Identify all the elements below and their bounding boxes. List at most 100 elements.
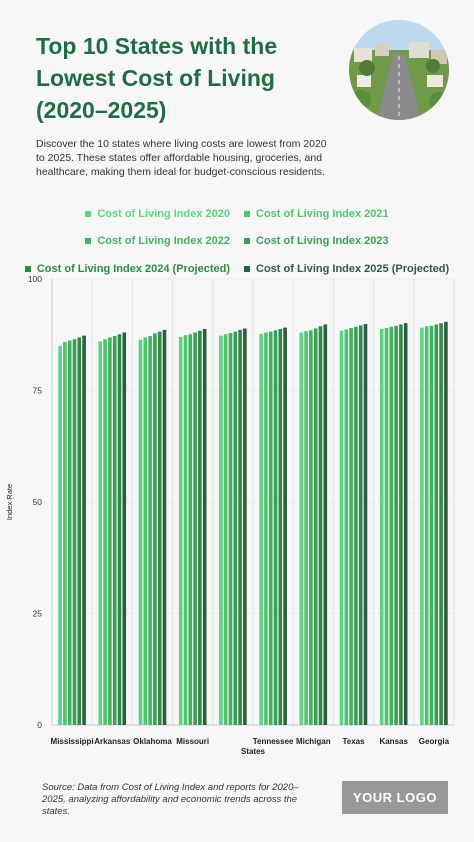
x-tick-label: Texas xyxy=(342,737,365,746)
axis-labels: 0 25 50 75 100 Mississippi Arkansas Oklahoma Mis… xyxy=(5,274,450,756)
bar-arkansas-0 xyxy=(98,341,103,725)
legend-row-1: Cost of Living Index 2020 Cost of Living… xyxy=(0,208,474,220)
bar-texas-4 xyxy=(358,325,363,725)
bar-arkansas-3 xyxy=(112,336,117,725)
y-tick-label: 0 xyxy=(37,720,42,730)
bar-kansas-4 xyxy=(399,324,403,725)
bar-tennessee-3 xyxy=(273,330,278,725)
x-tick-label: Michigan xyxy=(296,737,331,746)
bar-alabama-2 xyxy=(228,332,233,725)
bar-georgia-2 xyxy=(429,325,434,725)
bar-oklahoma-0 xyxy=(138,339,143,725)
legend-row-3: Cost of Living Index 2024 (Projected) Co… xyxy=(0,263,474,275)
legend-swatch-2025 xyxy=(244,266,250,272)
legend-row-2: Cost of Living Index 2022 Cost of Living… xyxy=(0,235,474,247)
bar-mississippi-2 xyxy=(67,340,72,725)
y-tick-label: 75 xyxy=(33,386,43,396)
bar-tennessee-2 xyxy=(268,331,273,725)
x-tick-label: Georgia xyxy=(419,737,450,746)
bar-missouri-2 xyxy=(188,334,193,725)
legend-label-2023: Cost of Living Index 2023 xyxy=(256,235,389,247)
legend-swatch-2022 xyxy=(85,238,92,244)
legend-swatch-2024 xyxy=(24,266,31,272)
bar-michigan-3 xyxy=(313,328,318,725)
bar-alabama-1 xyxy=(223,334,228,725)
y-tick-label: 25 xyxy=(33,609,43,619)
legend-swatch-2021 xyxy=(244,211,250,217)
bar-georgia-5 xyxy=(444,321,448,725)
bar-texas-1 xyxy=(344,329,349,725)
description: Discover the 10 states where living cost… xyxy=(36,138,327,178)
bar-michigan-5 xyxy=(323,324,328,725)
bar-oklahoma-4 xyxy=(157,331,162,725)
bar-georgia-4 xyxy=(439,323,443,725)
legend-label-2020: Cost of Living Index 2020 xyxy=(97,208,230,220)
bar-tennessee-0 xyxy=(259,333,263,725)
bar-arkansas-2 xyxy=(108,337,112,725)
bar-georgia-1 xyxy=(424,326,429,725)
bar-oklahoma-1 xyxy=(143,337,148,725)
bar-alabama-0 xyxy=(219,335,223,725)
bar-alabama-4 xyxy=(238,329,242,725)
bar-alabama-5 xyxy=(243,328,247,725)
x-tick-label: Mississippi xyxy=(51,737,94,746)
bar-tennessee-1 xyxy=(264,332,268,725)
x-tick-label: Kansas xyxy=(379,737,408,746)
legend-swatch-2023 xyxy=(244,238,250,244)
legend-swatch-2020 xyxy=(85,211,92,217)
bar-kansas-0 xyxy=(379,328,384,725)
x-tick-label: Missouri xyxy=(176,737,209,746)
legend-label-2024: Cost of Living Index 2024 (Projected) xyxy=(36,263,230,275)
bar-texas-2 xyxy=(349,328,353,725)
logo-button[interactable]: YOUR LOGO xyxy=(342,781,448,814)
legend-label-2025: Cost of Living Index 2025 (Projected) xyxy=(256,263,450,275)
legend-label-2022: Cost of Living Index 2022 xyxy=(97,235,230,247)
bar-arkansas-1 xyxy=(103,339,107,725)
y-axis-title: Index Rate xyxy=(5,484,14,520)
bar-oklahoma-5 xyxy=(162,329,167,725)
x-tick-label: Arkansas xyxy=(94,737,131,746)
bar-texas-3 xyxy=(354,326,358,725)
x-tick-label: Oklahoma xyxy=(133,737,172,746)
bar-michigan-4 xyxy=(318,326,323,725)
source-note: Source: Data from Cost of Living Index a… xyxy=(42,782,299,817)
x-axis-title: States xyxy=(241,747,266,756)
street-photo xyxy=(349,20,449,120)
legend-item-2022: Cost of Living Index 2022 xyxy=(85,235,230,247)
bar-texas-0 xyxy=(339,330,344,725)
bar-tennessee-4 xyxy=(278,328,283,725)
legend-item-2020: Cost of Living Index 2020 xyxy=(85,208,230,220)
bar-kansas-5 xyxy=(403,323,408,725)
y-tick-label: 100 xyxy=(28,274,42,284)
bar-mississippi-4 xyxy=(77,337,82,725)
bar-michigan-2 xyxy=(309,330,313,725)
bar-mississippi-0 xyxy=(58,345,62,725)
bar-arkansas-5 xyxy=(122,332,127,725)
bar-mississippi-3 xyxy=(72,339,77,725)
bar-arkansas-4 xyxy=(117,334,122,725)
bar-mississippi-5 xyxy=(82,335,86,725)
bar-kansas-2 xyxy=(389,326,394,725)
bar-mississippi-1 xyxy=(63,341,67,725)
bar-missouri-0 xyxy=(178,336,183,725)
bar-georgia-0 xyxy=(420,327,424,725)
legend-item-2021: Cost of Living Index 2021 xyxy=(244,208,389,220)
legend-item-2024: Cost of Living Index 2024 (Projected) xyxy=(24,263,230,275)
bar-michigan-1 xyxy=(304,331,308,725)
bar-kansas-1 xyxy=(384,328,389,725)
x-tick-label: Tennessee xyxy=(253,737,294,746)
bar-georgia-3 xyxy=(434,324,439,725)
legend-label-2021: Cost of Living Index 2021 xyxy=(256,208,389,220)
bar-tennessee-5 xyxy=(283,327,287,725)
bar-missouri-3 xyxy=(193,332,197,725)
y-tick-label: 50 xyxy=(33,497,43,507)
bar-kansas-3 xyxy=(394,325,398,725)
bar-texas-5 xyxy=(363,324,368,725)
bar-missouri-1 xyxy=(183,335,188,725)
bar-oklahoma-3 xyxy=(153,333,157,725)
bars xyxy=(58,321,448,725)
bar-michigan-0 xyxy=(299,332,304,725)
bar-chart: 0 25 50 75 100 Mississippi Arkansas Oklahoma Mis… xyxy=(5,274,455,756)
grid-lines xyxy=(51,278,455,726)
bar-alabama-3 xyxy=(233,331,238,725)
